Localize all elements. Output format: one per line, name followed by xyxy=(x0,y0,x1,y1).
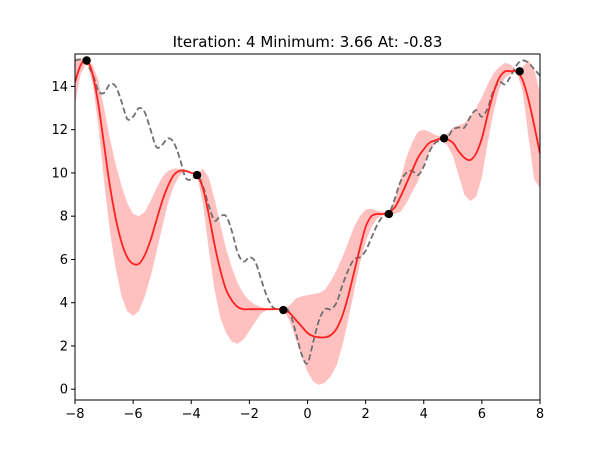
x-tick-label: 0 xyxy=(303,407,311,422)
y-tick-label: 0 xyxy=(60,383,68,398)
plot-area xyxy=(75,56,540,385)
x-tick-label: −4 xyxy=(182,407,201,422)
observation-point xyxy=(439,134,449,143)
objective-function-line xyxy=(75,58,540,365)
y-tick-label: 6 xyxy=(60,253,68,268)
x-tick-label: 4 xyxy=(420,407,428,422)
y-tick-label: 2 xyxy=(60,339,68,354)
x-tick-label: 8 xyxy=(536,407,544,422)
y-tick-label: 4 xyxy=(60,296,68,311)
observation-point xyxy=(515,67,524,76)
posterior-mean-line xyxy=(75,59,540,339)
y-tick-label: 8 xyxy=(60,210,68,225)
x-tick-label: −6 xyxy=(124,407,143,422)
observation-point xyxy=(384,209,394,219)
y-tick-label: 14 xyxy=(51,80,68,95)
x-tick-label: −8 xyxy=(65,407,84,422)
observation-point xyxy=(82,56,91,65)
x-tick-label: −2 xyxy=(240,407,259,422)
chart-title: Iteration: 4 Minimum: 3.66 At: -0.83 xyxy=(173,33,443,51)
axes-frame xyxy=(74,53,541,401)
y-tick-label: 12 xyxy=(51,123,68,138)
x-tick-label: 2 xyxy=(361,407,369,422)
observation-point xyxy=(279,305,288,315)
x-tick-label: 6 xyxy=(478,407,486,422)
confidence-band xyxy=(75,58,540,385)
axis-ticks: −8 −6 −4 −2 0 2 4 6 8 0 2 4 6 8 10 12 14 xyxy=(51,80,544,422)
observation-point xyxy=(192,170,202,180)
y-tick-label: 10 xyxy=(51,166,68,181)
